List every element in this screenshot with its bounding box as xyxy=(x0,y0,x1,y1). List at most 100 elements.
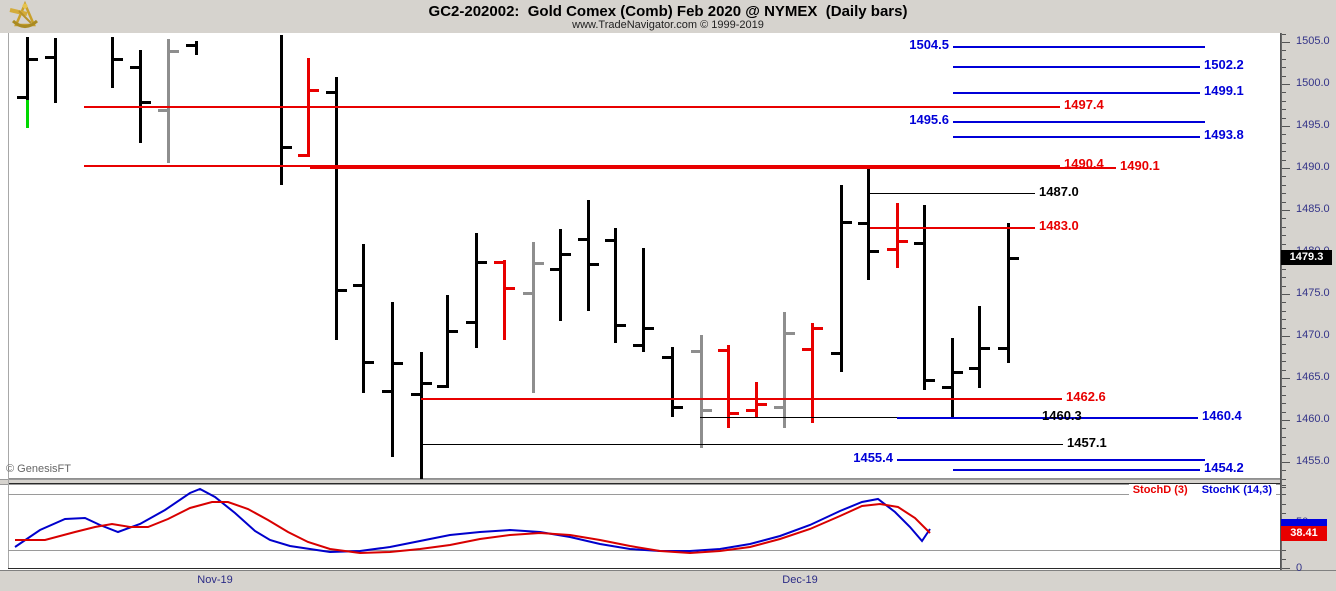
price-axis-tick xyxy=(1282,361,1286,362)
price-axis-tick xyxy=(1282,218,1286,219)
ohlc-bar xyxy=(167,39,170,163)
ohlc-bar xyxy=(280,35,283,185)
price-axis-tick xyxy=(1282,126,1290,127)
open-tick xyxy=(158,109,167,112)
ohlc-bar xyxy=(840,185,843,372)
chart-right-border xyxy=(1280,33,1281,570)
close-tick xyxy=(981,347,990,350)
ohlc-bar xyxy=(896,203,899,268)
ohlc-bar xyxy=(475,233,478,348)
price-level-line xyxy=(84,106,1060,108)
price-axis[interactable] xyxy=(1281,33,1336,570)
ohlc-bar xyxy=(420,352,423,479)
stoch-axis-tick xyxy=(1282,568,1290,569)
close-tick xyxy=(478,261,487,264)
price-axis-tick xyxy=(1282,378,1290,379)
ohlc-bar-tail xyxy=(26,100,29,128)
ohlc-bar xyxy=(54,38,57,103)
open-tick xyxy=(17,96,26,99)
ohlc-bar xyxy=(446,295,449,388)
stoch-legend: StochD (3) StochK (14,3) xyxy=(1128,484,1276,496)
price-level-label: 1483.0 xyxy=(1039,218,1079,233)
price-level-label: 1493.8 xyxy=(1204,127,1244,142)
price-axis-tick xyxy=(1282,395,1286,396)
close-tick xyxy=(310,89,319,92)
date-label: Nov-19 xyxy=(197,574,233,586)
close-tick xyxy=(870,250,879,253)
close-tick xyxy=(786,332,795,335)
open-tick xyxy=(466,321,475,324)
close-tick xyxy=(645,327,654,330)
close-tick xyxy=(365,361,374,364)
close-tick xyxy=(170,50,179,53)
price-axis-tick xyxy=(1282,160,1286,161)
price-level-label: 1462.6 xyxy=(1066,389,1106,404)
open-tick xyxy=(382,390,391,393)
close-tick xyxy=(703,409,712,412)
ohlc-bar xyxy=(391,302,394,457)
price-axis-label: 1465.0 xyxy=(1296,371,1330,383)
stoch-legend-d[interactable]: StochD (3) xyxy=(1132,484,1188,496)
ohlc-bar xyxy=(671,347,674,417)
close-tick xyxy=(1010,257,1019,260)
stoch-axis-tick xyxy=(1282,513,1286,514)
price-axis-tick xyxy=(1282,454,1286,455)
open-tick xyxy=(633,344,642,347)
open-tick xyxy=(437,385,446,388)
ohlc-bar xyxy=(867,167,870,280)
open-tick xyxy=(802,348,811,351)
open-tick xyxy=(298,154,307,157)
close-tick xyxy=(535,262,544,265)
price-axis-tick xyxy=(1282,294,1290,295)
price-level-line xyxy=(953,469,1200,471)
price-axis-tick xyxy=(1282,84,1290,85)
price-level-label: 1454.2 xyxy=(1204,460,1244,475)
open-tick xyxy=(523,292,532,295)
ohlc-bar xyxy=(362,244,365,393)
price-axis-label: 1490.0 xyxy=(1296,161,1330,173)
close-tick xyxy=(29,58,38,61)
chart-subtitle: www.TradeNavigator.com © 1999-2019 xyxy=(572,19,764,31)
chart-title: GC2-202002: Gold Comex (Comb) Feb 2020 @… xyxy=(428,3,908,20)
date-axis[interactable] xyxy=(0,570,1336,591)
open-tick xyxy=(130,66,139,69)
ohlc-bar xyxy=(139,50,142,143)
stoch-legend-k[interactable]: StochK (14,3) xyxy=(1201,484,1272,496)
ohlc-bar xyxy=(1007,223,1010,363)
ohlc-bar xyxy=(111,37,114,88)
price-axis-label: 1455.0 xyxy=(1296,455,1330,467)
price-axis-tick xyxy=(1282,370,1286,371)
ohlc-bar xyxy=(642,248,645,352)
open-tick xyxy=(45,56,54,59)
price-level-line xyxy=(897,417,1198,419)
price-axis-tick xyxy=(1282,151,1286,152)
close-tick xyxy=(338,289,347,292)
price-axis-tick xyxy=(1282,34,1286,35)
price-axis-label: 1505.0 xyxy=(1296,35,1330,47)
stoch-axis-tick xyxy=(1282,550,1286,551)
panel-divider[interactable] xyxy=(0,479,1281,485)
price-axis-tick xyxy=(1282,202,1286,203)
close-tick xyxy=(394,362,403,365)
price-level-label: 1460.3 xyxy=(1042,408,1082,423)
close-tick xyxy=(730,412,739,415)
open-tick xyxy=(942,386,951,389)
price-level-label: 1497.4 xyxy=(1064,97,1104,112)
price-axis-tick xyxy=(1282,420,1290,421)
price-level-line xyxy=(310,167,1116,169)
price-axis-tick xyxy=(1282,244,1286,245)
price-axis-tick xyxy=(1282,185,1286,186)
open-tick xyxy=(353,284,362,287)
open-tick xyxy=(550,268,559,271)
ohlc-bar xyxy=(951,338,954,418)
open-tick xyxy=(718,349,727,352)
price-axis-tick xyxy=(1282,336,1290,337)
ohlc-bar xyxy=(783,312,786,428)
price-level-line xyxy=(953,46,1205,48)
price-axis-tick xyxy=(1282,193,1286,194)
price-level-label: 1460.4 xyxy=(1202,408,1242,423)
price-axis-tick xyxy=(1282,344,1286,345)
ohlc-bar xyxy=(614,228,617,343)
open-tick xyxy=(186,44,195,47)
stochastic-panel[interactable] xyxy=(8,483,1280,568)
